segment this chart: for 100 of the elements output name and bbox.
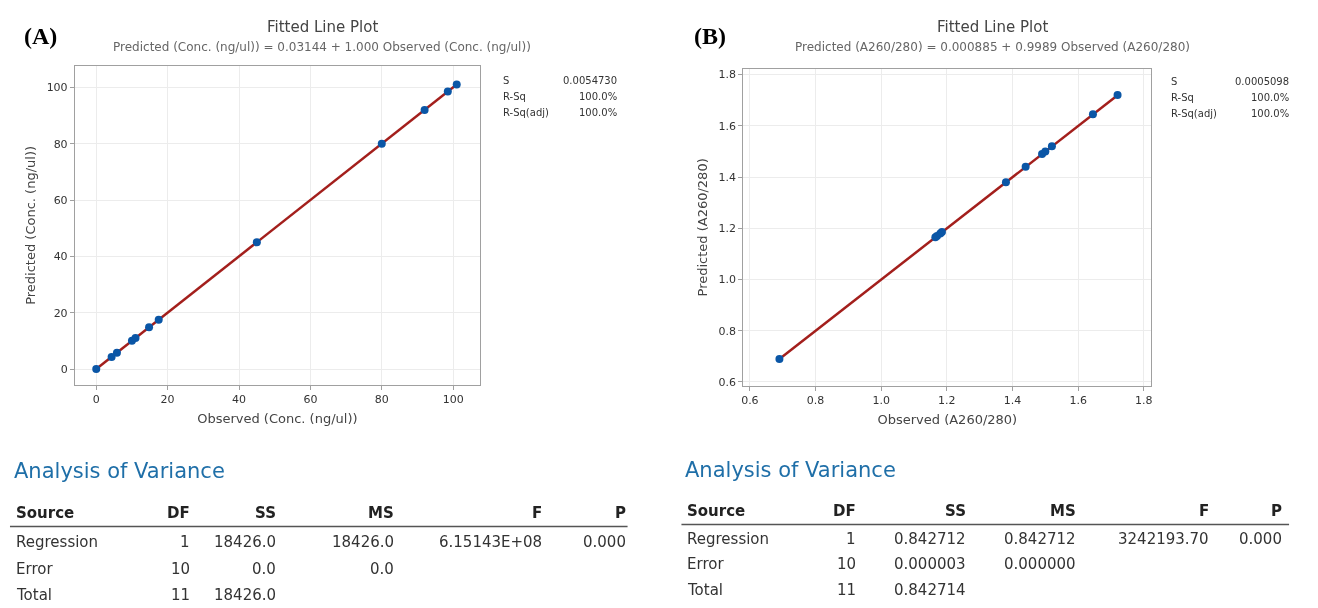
y-tick-label: 1.6 xyxy=(718,119,737,133)
text: 0.0 xyxy=(252,560,276,578)
point xyxy=(252,238,261,247)
text: 0.0005098 xyxy=(1235,76,1290,87)
category-label: Source xyxy=(16,504,75,522)
chart-subtitle: Predicted (A260/280) = 0.000885 + 0.9989 Observed (A260/280) xyxy=(795,40,1190,54)
text: 100.0% xyxy=(579,107,618,118)
y-axis-title: Predicted (A260/280) xyxy=(694,158,710,297)
text: S xyxy=(1171,76,1178,87)
text: Analysis of Variance xyxy=(14,459,225,483)
x-axis-title: Observed (A260/280) xyxy=(877,411,1018,427)
point xyxy=(775,354,784,363)
x-tick-label: 40 xyxy=(232,393,246,407)
text: 18426.0 xyxy=(214,586,277,604)
text: S xyxy=(503,75,510,86)
y-tick-label: 100 xyxy=(46,81,68,95)
category-label: DF xyxy=(833,502,856,520)
x-tick-label: 1.8 xyxy=(1135,394,1153,408)
y-tick-label: 40 xyxy=(53,250,68,264)
text: 10 xyxy=(837,555,857,573)
category-label: SS xyxy=(945,502,966,520)
point xyxy=(1021,162,1030,171)
text: 6.15143E+08 xyxy=(439,533,543,551)
category-label: Error xyxy=(687,555,724,573)
y-tick-label: 60 xyxy=(53,193,68,207)
text: 0.842712 xyxy=(1004,530,1076,548)
text: R-Sq xyxy=(503,91,526,102)
point xyxy=(145,323,154,332)
point xyxy=(1001,178,1010,187)
category-label: Total xyxy=(17,586,53,604)
category-label: SS xyxy=(255,504,276,522)
text: 0.000003 xyxy=(894,555,966,573)
text: 0.000 xyxy=(583,533,626,551)
point xyxy=(107,352,116,361)
text: 10 xyxy=(171,560,191,578)
text: 1 xyxy=(180,533,190,551)
text: 11 xyxy=(837,581,857,599)
y-tick-label: 1.8 xyxy=(718,68,737,82)
x-tick-label: 1.0 xyxy=(872,394,890,408)
y-axis-title: Predicted (Conc. (ng/ul)) xyxy=(22,145,38,305)
category-label: MS xyxy=(368,504,394,522)
chart-title: Fitted Line Plot xyxy=(937,18,1049,36)
y-tick-label: 1.0 xyxy=(718,273,737,287)
text: 0.000000 xyxy=(1004,555,1076,573)
category-label: Regression xyxy=(16,533,99,551)
text: (B) xyxy=(694,23,726,49)
point xyxy=(1113,91,1122,100)
point xyxy=(452,80,461,89)
text: 0.842714 xyxy=(894,581,966,599)
x-tick-label: 20 xyxy=(160,393,175,407)
category-label: Regression xyxy=(687,530,770,548)
point xyxy=(92,365,101,374)
point xyxy=(377,139,386,148)
point xyxy=(1047,142,1056,151)
text: 0.000 xyxy=(1239,530,1282,548)
y-tick-label: 0.8 xyxy=(718,324,737,338)
text: 0.842712 xyxy=(894,530,966,548)
point xyxy=(112,348,121,357)
category-label: Total xyxy=(688,581,724,599)
text: R-Sq(adj) xyxy=(1171,108,1217,119)
point xyxy=(420,105,429,114)
point xyxy=(1088,110,1097,119)
category-label: P xyxy=(1271,502,1282,520)
point xyxy=(443,87,452,96)
chart-title: Fitted Line Plot xyxy=(267,18,379,36)
y-tick-label: 80 xyxy=(53,137,68,151)
y-tick-label: 0 xyxy=(60,362,68,376)
x-tick-label: 100 xyxy=(442,393,464,407)
x-tick-label: 1.6 xyxy=(1069,394,1087,408)
category-label: DF xyxy=(167,504,190,522)
text: (A) xyxy=(24,23,58,49)
text: R-Sq(adj) xyxy=(503,107,549,118)
y-tick-label: 1.2 xyxy=(718,222,737,236)
x-axis-title: Observed (Conc. (ng/ul)) xyxy=(197,410,358,426)
point xyxy=(154,315,163,324)
text: 11 xyxy=(171,586,191,604)
text: 0.0 xyxy=(370,560,394,578)
x-tick-label: 80 xyxy=(374,393,389,407)
x-tick-label: 0.8 xyxy=(806,394,825,408)
text: R-Sq xyxy=(1171,92,1194,103)
text: Analysis of Variance xyxy=(685,458,896,482)
text: 100.0% xyxy=(1251,92,1290,103)
category-label: Source xyxy=(687,502,746,520)
category-label: P xyxy=(615,504,626,522)
point xyxy=(131,334,140,343)
chart-subtitle: Predicted (Conc. (ng/ul)) = 0.03144 + 1.000 Observed (Conc. (ng/ul)) xyxy=(113,40,531,54)
text: 1 xyxy=(846,530,856,548)
x-tick-label: 1.2 xyxy=(938,394,956,408)
category-label: MS xyxy=(1050,502,1076,520)
text: 18426.0 xyxy=(214,533,277,551)
y-tick-label: 0.6 xyxy=(718,375,737,389)
text: 0.0054730 xyxy=(563,75,618,86)
text: 18426.0 xyxy=(332,533,395,551)
y-tick-label: 20 xyxy=(53,306,68,320)
text: 100.0% xyxy=(1251,108,1290,119)
x-tick-label: 0 xyxy=(92,393,100,407)
category-label: Error xyxy=(16,560,53,578)
y-tick-label: 1.4 xyxy=(718,170,737,184)
text: 100.0% xyxy=(579,91,618,102)
category-label: F xyxy=(532,504,543,522)
